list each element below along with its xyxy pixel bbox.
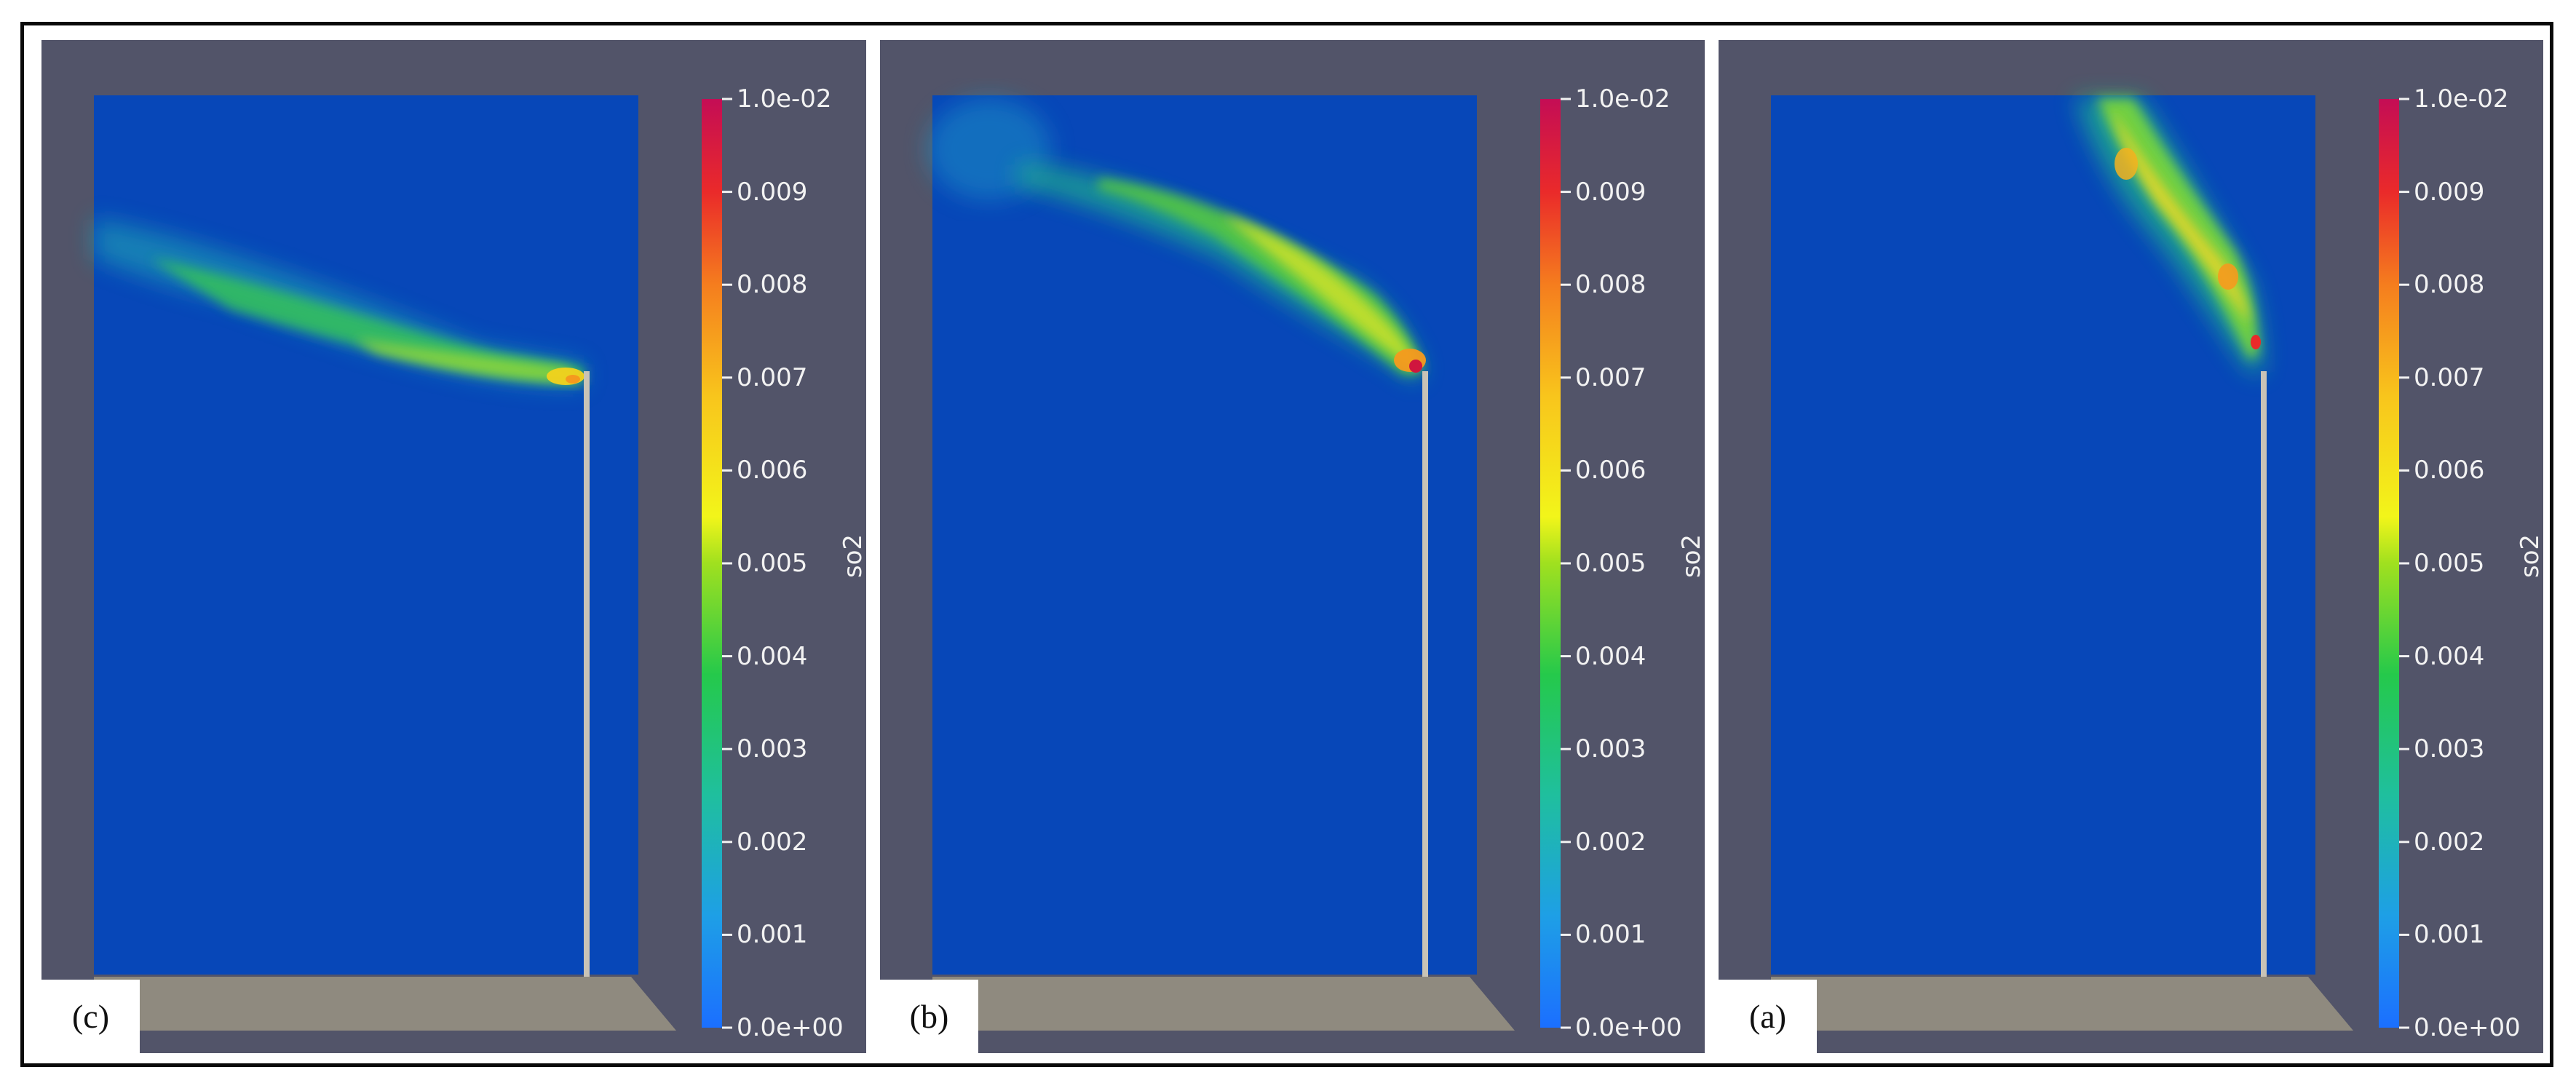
colorbar-tick-label: 1.0e-02 <box>1575 84 1671 114</box>
colorbar-tick-label: 0.003 <box>1575 734 1646 764</box>
colorbar-tick-label: 0.009 <box>737 177 808 207</box>
colorbar-tick-label: 0.004 <box>737 641 808 671</box>
colorbar-tick-label: 0.001 <box>737 920 808 950</box>
colorbar <box>702 99 722 1028</box>
simulation-domain <box>1771 95 2315 975</box>
colorbar-tick-label: 0.008 <box>2414 270 2485 300</box>
colorbar-tick-label: 1.0e-02 <box>2414 84 2509 114</box>
colorbar-tick-label: 0.003 <box>2414 734 2485 764</box>
ground-plane <box>94 977 676 1031</box>
colorbar-tick-label: 0.006 <box>1575 456 1646 485</box>
colorbar-tick-label: 0.008 <box>1575 270 1646 300</box>
panel-label: (a) <box>1719 980 1817 1053</box>
colorbar-tick-label: 0.002 <box>2414 827 2485 857</box>
panel-label: (b) <box>880 980 978 1053</box>
plume-view <box>927 95 1571 1031</box>
colorbar-tick-label: 0.002 <box>737 827 808 857</box>
ground-plane <box>1771 977 2353 1031</box>
colorbar-tick-label: 0.009 <box>1575 177 1646 207</box>
colorbar-tick-label: 0.003 <box>737 734 808 764</box>
panel-b: 1.0e-02 0.009 0.008 0.007 0.006 0.005 0.004 0.0… <box>880 40 1705 1053</box>
colorbar-tick-label: 0.006 <box>2414 456 2485 485</box>
panel-label: (c) <box>41 980 140 1053</box>
colorbar-tick-label: 0.008 <box>737 270 808 300</box>
colorbar-tick-label: 0.007 <box>2414 362 2485 392</box>
chimney-stack <box>584 371 590 977</box>
ground-plane <box>932 977 1515 1031</box>
colorbar-tick-label: 0.007 <box>1575 362 1646 392</box>
panel-c: 1.0e-02 0.009 0.008 0.007 0.006 0.005 0.004 0.0… <box>41 40 866 1053</box>
colorbar-tick-label: 0.005 <box>2414 549 2485 578</box>
simulation-domain <box>94 95 638 975</box>
colorbar-tick-label: 0.004 <box>2414 641 2485 671</box>
colorbar <box>1540 99 1561 1028</box>
so2-plume <box>2075 98 2263 375</box>
colorbar-tick-label: 0.007 <box>737 362 808 392</box>
colorbar-tick-label: 0.0e+00 <box>1575 1013 1682 1042</box>
colorbar-tick-label: 0.009 <box>2414 177 2485 207</box>
so2-plume <box>94 218 584 386</box>
colorbar-tick-label: 0.001 <box>1575 920 1646 950</box>
plume-view <box>1771 95 2409 1031</box>
colorbar-tick-label: 0.005 <box>1575 549 1646 578</box>
colorbar <box>2379 99 2399 1028</box>
colorbar-tick-label: 0.006 <box>737 456 808 485</box>
colorbar-tick-label: 0.002 <box>1575 827 1646 857</box>
colorbar-title: so2 <box>1677 533 1705 579</box>
chimney-stack <box>1422 371 1428 977</box>
colorbar-title: so2 <box>839 533 866 579</box>
chimney-stack <box>2261 371 2267 977</box>
colorbar-tick-label: 1.0e-02 <box>737 84 832 114</box>
colorbar-tick-label: 0.0e+00 <box>737 1013 844 1042</box>
plume-view <box>94 95 732 1031</box>
colorbar-tick-label: 0.004 <box>1575 641 1646 671</box>
panel-a: 1.0e-02 0.009 0.008 0.007 0.006 0.005 0.004 0.0… <box>1719 40 2543 1053</box>
colorbar-tick-label: 0.005 <box>737 549 808 578</box>
colorbar-tick-label: 0.001 <box>2414 920 2485 950</box>
colorbar-tick-label: 0.0e+00 <box>2414 1013 2521 1042</box>
colorbar-title: so2 <box>2516 533 2543 579</box>
so2-plume <box>927 98 1426 382</box>
